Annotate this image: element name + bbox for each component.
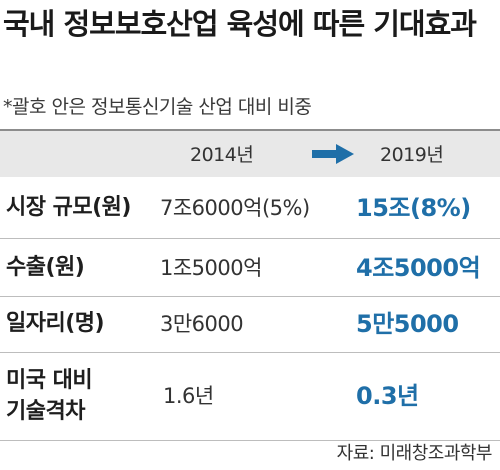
row-label: 시장 규모(원) (6, 195, 131, 220)
row-label: 일자리(명) (6, 311, 105, 336)
value-2019: 0.3년 (356, 382, 419, 410)
table-row-tech-gap: 미국 대비 기술격차 1.6년 0.3년 (0, 353, 500, 441)
value-2014: 3만6000 (160, 312, 244, 336)
table-row-jobs: 일자리(명) 3만6000 5만5000 (0, 297, 500, 353)
table-row-market-size: 시장 규모(원) 7조6000억(5%) 15조(8%) (0, 177, 500, 239)
column-header-2014: 2014년 (190, 144, 254, 166)
row-label-line1: 미국 대비 (6, 368, 93, 393)
page-title: 국내 정보보호산업 육성에 따른 기대효과 (3, 7, 477, 41)
value-2019: 15조(8%) (356, 194, 471, 222)
value-2019: 4조5000억 (356, 254, 481, 282)
table-row-exports: 수출(원) 1조5000억 4조5000억 (0, 239, 500, 297)
column-header-2019: 2019년 (380, 144, 444, 166)
value-2014: 7조6000억(5%) (160, 196, 310, 220)
value-2014: 1조5000억 (160, 256, 262, 280)
subtitle-note: *괄호 안은 정보통신기술 산업 대비 비중 (3, 96, 312, 118)
right-arrow-icon (312, 144, 354, 164)
table-header: 2014년 2019년 (0, 129, 500, 177)
row-label: 미국 대비 기술격차 (6, 365, 93, 427)
row-label-line2: 기술격차 (6, 399, 85, 424)
source-credit: 자료: 미래창조과학부 (336, 443, 493, 464)
value-2019: 5만5000 (356, 310, 459, 338)
row-label: 수출(원) (6, 255, 85, 280)
value-2014: 1.6년 (163, 384, 214, 408)
